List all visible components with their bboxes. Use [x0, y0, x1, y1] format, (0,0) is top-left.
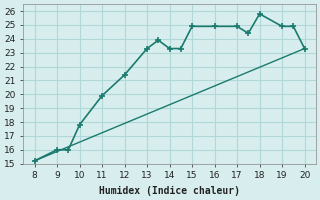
- X-axis label: Humidex (Indice chaleur): Humidex (Indice chaleur): [99, 186, 240, 196]
